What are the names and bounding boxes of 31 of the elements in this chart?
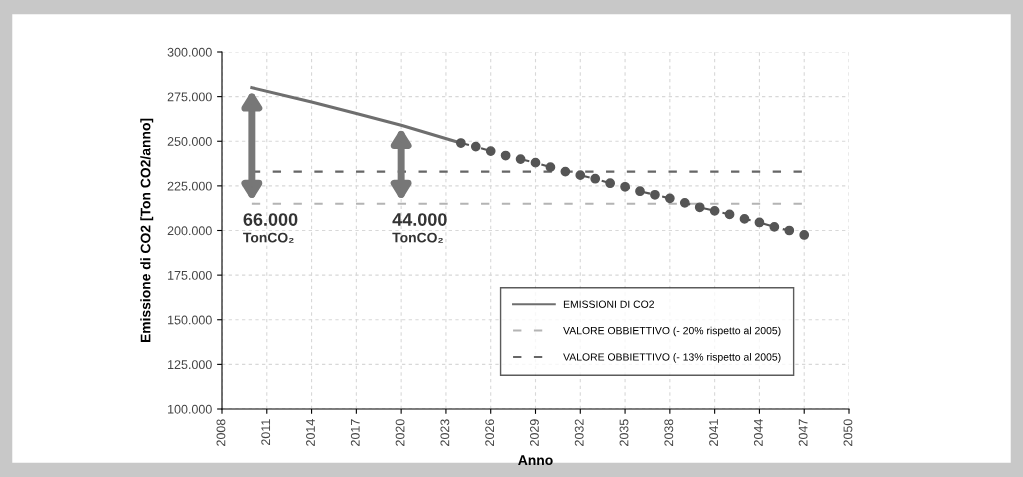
y-tick-label: 275.000	[167, 92, 212, 102]
y-axis-title: Emissione di CO2 [Ton CO2/anno]	[140, 118, 154, 343]
x-tick-label: 2008	[216, 419, 226, 446]
x-axis-title: Anno	[518, 455, 553, 466]
legend-label: VALORE OBBIETTIVO (- 20% rispetto al 2005)	[563, 326, 781, 337]
x-tick-label: 2014	[306, 419, 315, 446]
x-tick-label: 2026	[485, 419, 495, 446]
y-tick-label: 250.000	[167, 137, 212, 146]
annotation: 44.000 TonCO₂	[392, 213, 447, 243]
y-tick-label: 125.000	[168, 360, 212, 370]
x-tick-label: 2035	[619, 419, 629, 446]
y-tick-label: 200.000	[167, 226, 212, 236]
x-tick-label: 2038	[664, 419, 674, 446]
y-tick-label: 100.000	[168, 404, 212, 414]
y-tick-label: 175.000	[168, 270, 212, 280]
x-tick-label: 2017	[350, 419, 360, 446]
y-tick-label: 150.000	[168, 315, 212, 325]
x-tick-label: 2032	[574, 419, 584, 446]
x-tick-label: 2029	[530, 419, 539, 446]
x-tick-label: 2044	[753, 419, 763, 446]
y-tick-label: 225.000	[167, 181, 212, 191]
x-tick-label: 2050	[843, 419, 853, 446]
legend-label: EMISSIONI DI CO2	[563, 300, 654, 308]
x-tick-label: 2020	[395, 419, 405, 446]
y-tick-label: 300.000	[167, 47, 212, 57]
legend-label: VALORE OBBIETTIVO (- 13% rispetto al 2005)	[563, 353, 781, 363]
x-tick-label: 2011	[261, 419, 271, 445]
x-tick-label: 2023	[440, 419, 450, 446]
annotation: 66.000 TonCO₂	[243, 213, 298, 243]
x-tick-label: 2041	[709, 419, 718, 446]
x-tick-label: 2047	[798, 419, 808, 446]
